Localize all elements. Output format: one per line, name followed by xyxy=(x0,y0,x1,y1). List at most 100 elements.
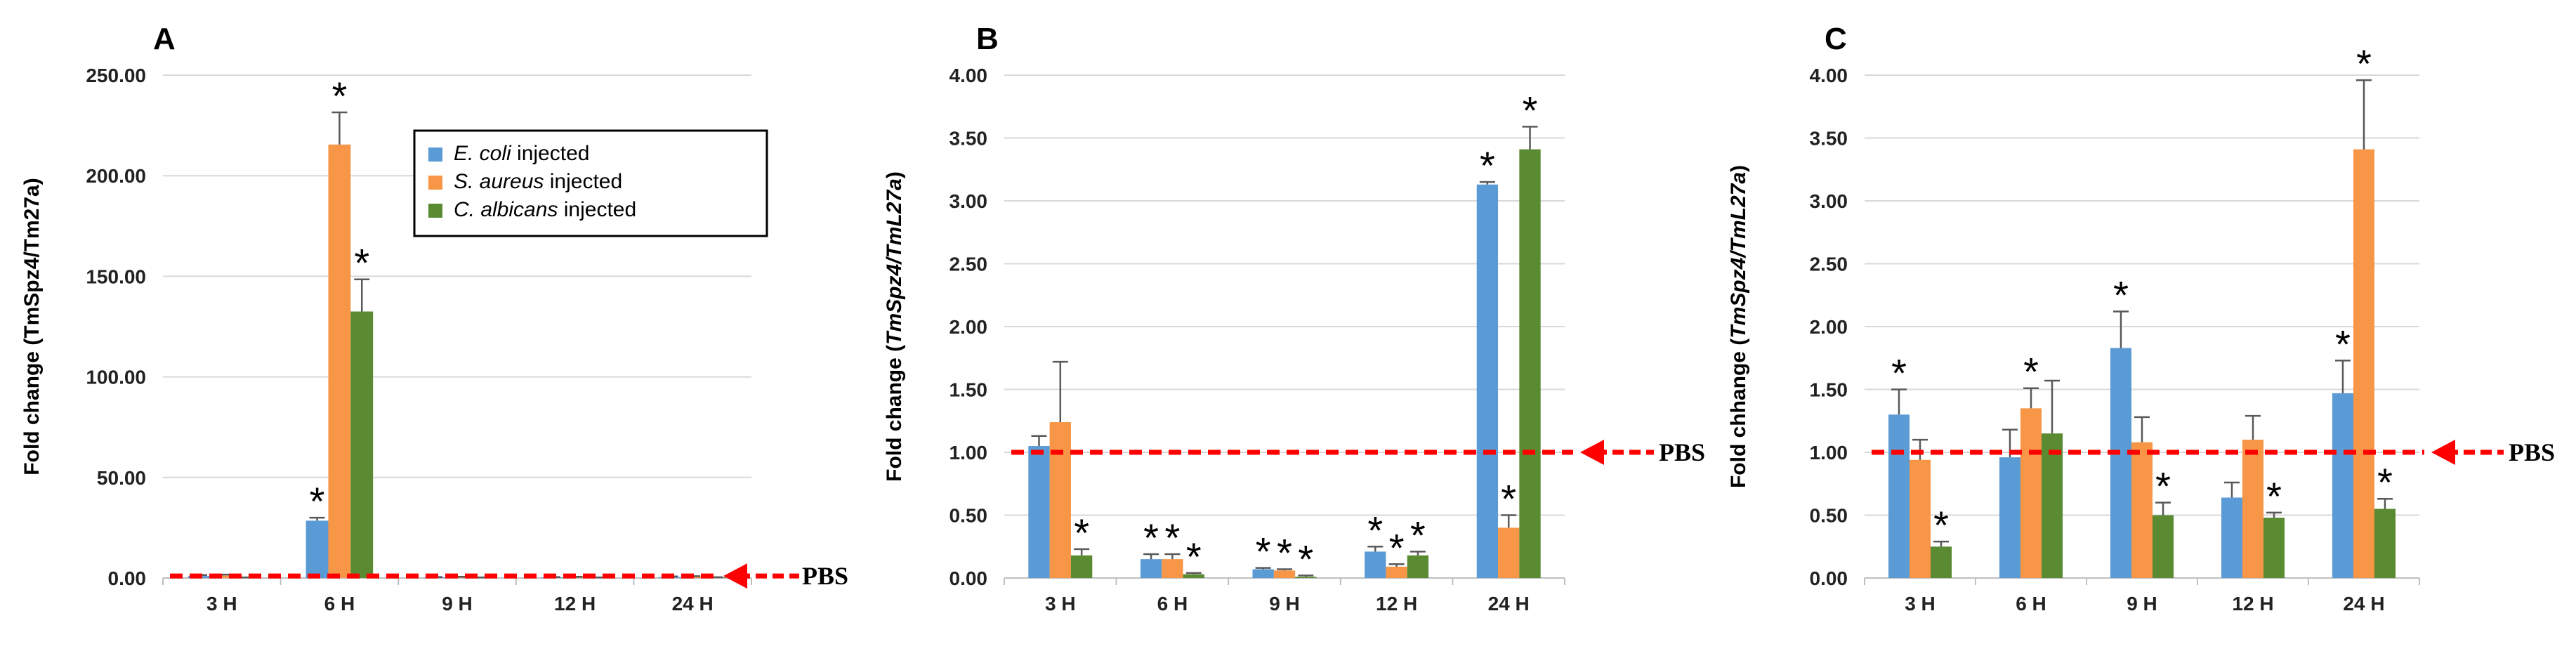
bar-c-albicans xyxy=(1931,546,1952,578)
x-tick-label: 9 H xyxy=(442,593,473,615)
significance-star: * xyxy=(2356,41,2372,86)
bar-s-aureus xyxy=(1273,570,1296,578)
significance-star: * xyxy=(2023,350,2039,394)
bar-c-albicans xyxy=(1070,555,1093,578)
bar-e-coli xyxy=(1365,551,1386,578)
bar-c-albicans xyxy=(1183,574,1204,578)
bar-s-aureus xyxy=(1162,559,1183,578)
y-tick-label: 1.50 xyxy=(1810,379,1848,401)
bar-e-coli xyxy=(1476,184,1499,579)
y-tick-label: 0.00 xyxy=(108,567,147,589)
x-tick-label: 9 H xyxy=(1269,593,1300,615)
bar-c-albicans xyxy=(2153,515,2174,578)
significance-star: * xyxy=(2155,464,2171,508)
y-tick-label: 0.00 xyxy=(1810,567,1848,589)
bar-c-albicans xyxy=(350,311,374,578)
bar-e-coli xyxy=(2332,393,2353,578)
significance-star: * xyxy=(1389,525,1405,570)
significance-star: * xyxy=(2113,273,2129,317)
x-tick-label: 12 H xyxy=(2232,593,2273,615)
significance-star: * xyxy=(1480,143,1495,188)
significance-star: * xyxy=(1410,513,1426,557)
y-tick-label: 0.50 xyxy=(949,505,988,527)
panel-letter: A xyxy=(153,22,176,56)
significance-star: * xyxy=(1277,530,1292,575)
x-tick-label: 3 H xyxy=(1905,593,1936,615)
bar-c-albicans xyxy=(2263,518,2285,578)
bar-s-aureus xyxy=(2353,149,2375,579)
bar-c-albicans xyxy=(2374,508,2396,578)
legend-box xyxy=(413,129,768,237)
y-tick-label: 2.50 xyxy=(1810,254,1848,275)
significance-star: * xyxy=(1186,534,1202,579)
significance-star: * xyxy=(2335,322,2351,366)
y-tick-label: 50.00 xyxy=(97,467,146,489)
panel-letter: B xyxy=(976,22,999,56)
significance-star: * xyxy=(1256,530,1271,574)
panel-letter: C xyxy=(1825,22,1847,56)
significance-star: * xyxy=(310,479,325,523)
bar-s-aureus xyxy=(1498,527,1520,578)
significance-star: * xyxy=(354,241,369,285)
pbs-label: PBS xyxy=(2509,438,2555,466)
y-axis-title: Fold change (TmSpz4/Tm27a) xyxy=(20,178,44,475)
legend-swatch-c-albicans xyxy=(428,204,442,218)
y-tick-label: 1.00 xyxy=(949,442,988,464)
bar-s-aureus xyxy=(2020,408,2042,578)
bar-e-coli xyxy=(1140,559,1162,578)
bar-s-aureus xyxy=(328,144,351,579)
legend-entry: E. coli injected xyxy=(454,142,589,165)
y-tick-label: 0.50 xyxy=(1810,505,1848,527)
significance-star: * xyxy=(332,74,348,118)
x-tick-label: 24 H xyxy=(672,593,714,615)
x-tick-label: 24 H xyxy=(2343,593,2384,615)
significance-star: * xyxy=(1165,516,1181,560)
bar-s-aureus xyxy=(1386,566,1407,578)
bar-e-coli xyxy=(1999,457,2020,578)
bar-c-albicans xyxy=(1407,555,1429,578)
legend-entry: S. aureus injected xyxy=(454,170,622,193)
legend-swatch-s-aureus xyxy=(428,176,442,190)
bar-e-coli xyxy=(1888,414,1910,578)
bar-c-albicans xyxy=(1519,149,1541,579)
y-tick-label: 2.00 xyxy=(1810,316,1848,338)
y-tick-label: 3.50 xyxy=(1810,128,1848,150)
bar-c-albicans xyxy=(1295,577,1317,578)
y-axis-title: Fold change (TmSpz4/TmL27a) xyxy=(883,171,906,482)
y-tick-label: 3.00 xyxy=(949,190,988,212)
y-tick-label: 150.00 xyxy=(86,265,146,287)
bar-s-aureus xyxy=(1049,422,1071,578)
pbs-arrow-head xyxy=(2431,440,2455,465)
y-tick-label: 250.00 xyxy=(86,65,146,86)
y-tick-label: 1.50 xyxy=(949,379,988,401)
bar-c-albicans xyxy=(2042,433,2063,578)
x-tick-label: 3 H xyxy=(1045,593,1076,615)
x-tick-label: 12 H xyxy=(554,593,596,615)
bar-e-coli xyxy=(2221,497,2242,578)
y-tick-label: 1.00 xyxy=(1810,442,1848,464)
y-tick-label: 100.00 xyxy=(86,367,146,388)
y-tick-label: 2.00 xyxy=(949,316,988,338)
y-axis-title: Fold chhange (TmSpz4/TmL27a) xyxy=(1727,165,1750,488)
significance-star: * xyxy=(1367,508,1383,552)
pbs-label: PBS xyxy=(802,562,848,590)
pbs-arrow-head xyxy=(1580,440,1604,465)
significance-star: * xyxy=(1074,511,1089,555)
x-tick-label: 24 H xyxy=(1488,593,1530,615)
legend-entry: C. albicans injected xyxy=(454,198,636,221)
x-tick-label: 6 H xyxy=(324,593,355,615)
bar-s-aureus xyxy=(2242,440,2264,578)
bar-e-coli xyxy=(305,520,329,578)
x-tick-label: 12 H xyxy=(1376,593,1417,615)
y-tick-label: 200.00 xyxy=(86,165,146,187)
panel-a: A 0.00 50.00 100.00 150.00 200.00 250.00 3 H 6 H… xyxy=(20,22,848,615)
significance-star: * xyxy=(1933,503,1949,547)
significance-star: * xyxy=(1143,516,1159,560)
significance-star: * xyxy=(2377,460,2393,504)
significance-star: * xyxy=(1298,537,1313,581)
y-tick-label: 4.00 xyxy=(949,65,988,86)
bar-s-aureus xyxy=(2131,442,2153,578)
y-tick-label: 4.00 xyxy=(1810,65,1848,86)
bar-e-coli xyxy=(2110,348,2131,578)
